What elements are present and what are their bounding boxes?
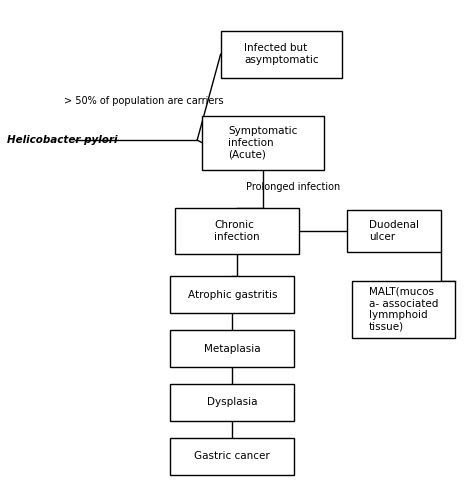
FancyBboxPatch shape (170, 276, 294, 313)
Text: Infected but
asymptomatic: Infected but asymptomatic (244, 44, 319, 65)
FancyBboxPatch shape (202, 116, 324, 170)
Text: Dysplasia: Dysplasia (207, 397, 257, 408)
Text: Atrophic gastritis: Atrophic gastritis (188, 290, 277, 300)
FancyBboxPatch shape (352, 281, 455, 337)
Text: Helicobacter pylori: Helicobacter pylori (8, 135, 118, 145)
Text: Chronic
infection: Chronic infection (214, 220, 260, 242)
FancyBboxPatch shape (170, 438, 294, 475)
FancyBboxPatch shape (170, 384, 294, 421)
FancyBboxPatch shape (175, 207, 299, 254)
FancyBboxPatch shape (170, 330, 294, 367)
Text: MALT(mucos
a- associated
lymmphoid
tissue): MALT(mucos a- associated lymmphoid tissu… (369, 287, 438, 332)
Text: Symptomatic
infection
(Acute): Symptomatic infection (Acute) (228, 126, 298, 159)
FancyBboxPatch shape (347, 210, 441, 251)
Text: Gastric cancer: Gastric cancer (194, 451, 270, 461)
Text: Duodenal
ulcer: Duodenal ulcer (369, 220, 419, 242)
Text: > 50% of population are carriers: > 50% of population are carriers (64, 96, 223, 106)
Text: Prolonged infection: Prolonged infection (246, 182, 341, 191)
Text: Metaplasia: Metaplasia (204, 344, 261, 354)
FancyBboxPatch shape (220, 31, 342, 77)
